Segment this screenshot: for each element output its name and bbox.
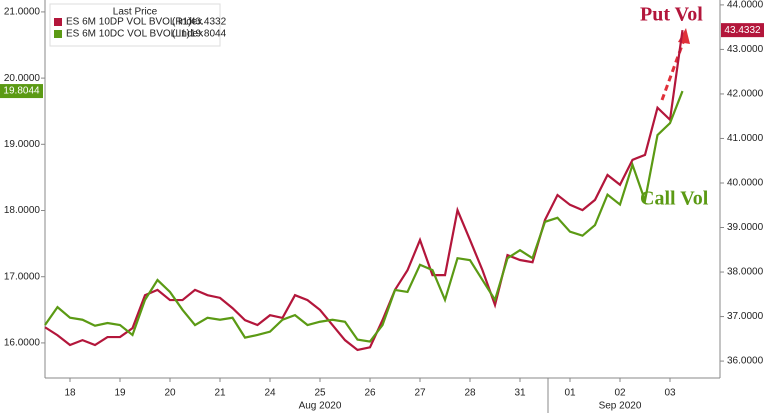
y2-tick-label: 39.0000 — [727, 222, 764, 233]
y-tick-label: 19.0000 — [4, 139, 41, 150]
last-value-badge — [721, 23, 764, 38]
x-tick-label: 03 — [664, 388, 676, 399]
y2-tick-label: 36.0000 — [727, 356, 764, 367]
legend-title: Last Price — [113, 7, 158, 18]
annotation: Put Vol — [640, 4, 703, 26]
x-tick-label: 19 — [114, 388, 126, 399]
y-tick-label: 17.0000 — [4, 271, 41, 282]
x-tick-label: 18 — [64, 388, 76, 399]
annotation: Call Vol — [640, 188, 709, 210]
series-line — [44, 29, 684, 352]
y2-tick-label: 37.0000 — [727, 311, 764, 322]
series-line — [44, 90, 684, 343]
y-tick-label: 18.0000 — [4, 205, 41, 216]
y2-tick-label: 42.0000 — [727, 89, 764, 100]
x-tick-label: 02 — [614, 388, 626, 399]
x-tick-label: 27 — [414, 388, 426, 399]
legend-label: ES 6M 10DP VOL BVOL Index — [66, 17, 202, 28]
month-label: Sep 2020 — [599, 401, 642, 412]
last-value-label: 43.4332 — [724, 25, 761, 36]
y2-tick-label: 41.0000 — [727, 133, 764, 144]
y2-tick-label: 38.0000 — [727, 267, 764, 278]
y2-tick-label: 40.0000 — [727, 178, 764, 189]
x-tick-label: 31 — [514, 388, 526, 399]
y-tick-label: 21.0000 — [4, 7, 41, 18]
x-tick-label: 24 — [264, 388, 276, 399]
last-value-label: 19.8044 — [3, 86, 40, 97]
legend-label: ES 6M 10DC VOL BVOL Index — [66, 29, 203, 40]
legend-box — [49, 3, 221, 47]
legend-swatch — [54, 18, 62, 26]
legend-tag: (L1) — [172, 29, 190, 40]
y2-tick-label: 43.0000 — [727, 44, 764, 55]
x-tick-label: 20 — [164, 388, 176, 399]
legend-tag: (R1) — [172, 17, 191, 28]
x-tick-label: 25 — [314, 388, 326, 399]
legend-swatch — [54, 30, 62, 38]
x-tick-label: 28 — [464, 388, 476, 399]
x-tick-label: 21 — [214, 388, 226, 399]
legend-value: 43.4332 — [190, 17, 227, 28]
last-value-badge — [0, 84, 43, 99]
y-tick-label: 16.0000 — [4, 338, 41, 349]
month-label: Aug 2020 — [299, 401, 342, 412]
y-tick-label: 20.0000 — [4, 73, 41, 84]
legend-value: 19.8044 — [190, 29, 227, 40]
y2-tick-label: 44.0000 — [727, 0, 764, 11]
x-tick-label: 01 — [564, 388, 576, 399]
x-tick-label: 26 — [364, 388, 376, 399]
